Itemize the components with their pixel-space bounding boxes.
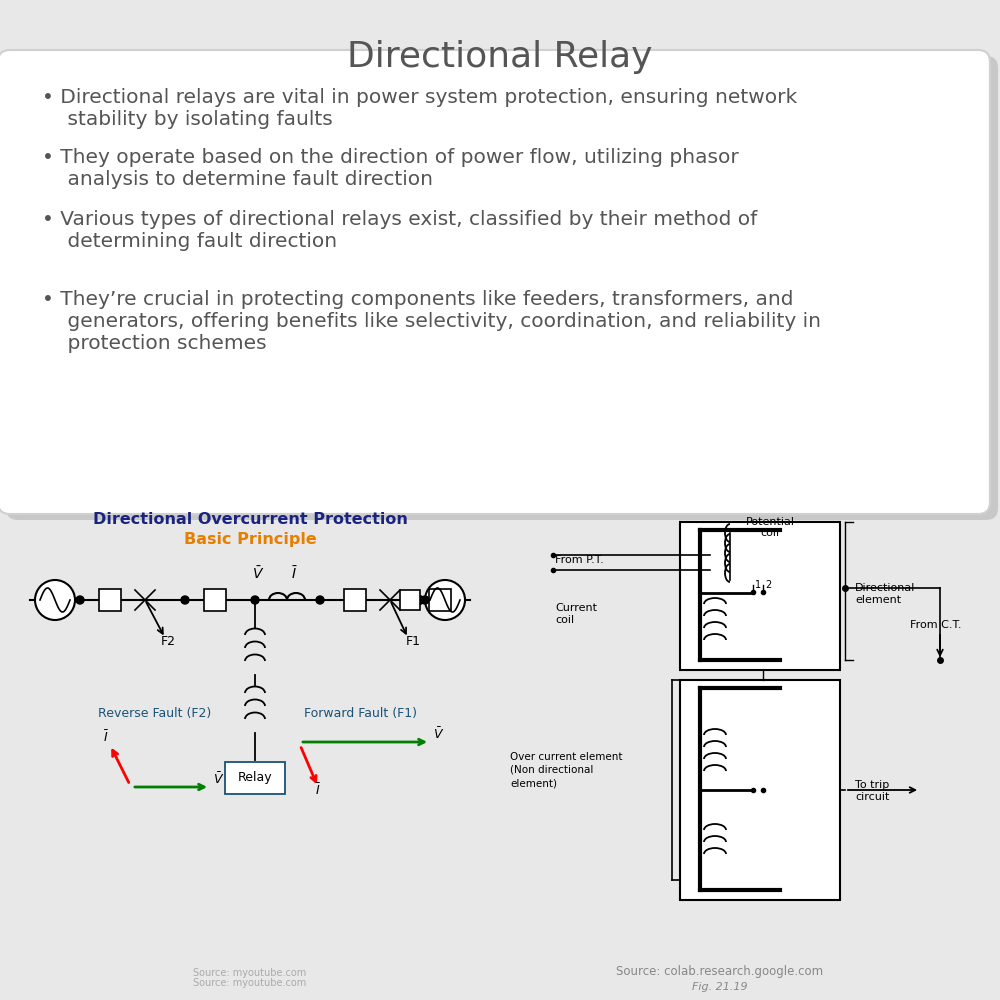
Bar xyxy=(99,589,121,611)
Circle shape xyxy=(416,596,424,604)
Bar xyxy=(400,590,420,610)
Text: $\bar{I}$: $\bar{I}$ xyxy=(103,729,110,745)
Text: coil: coil xyxy=(760,528,780,538)
FancyBboxPatch shape xyxy=(0,50,990,514)
Circle shape xyxy=(416,596,424,604)
Text: $\bar{V}$: $\bar{V}$ xyxy=(252,565,264,582)
Text: $\bar{V}$: $\bar{V}$ xyxy=(213,771,224,787)
Text: F2: F2 xyxy=(160,635,176,648)
Text: • Directional relays are vital in power system protection, ensuring network
    : • Directional relays are vital in power … xyxy=(42,88,797,129)
Text: From P.T.: From P.T. xyxy=(555,555,604,565)
Text: Forward Fault (F1): Forward Fault (F1) xyxy=(304,707,416,720)
Text: Source: colab.research.google.com: Source: colab.research.google.com xyxy=(616,965,824,978)
Text: Basic Principle: Basic Principle xyxy=(184,532,316,547)
Text: $\bar{I}$: $\bar{I}$ xyxy=(291,565,299,582)
Text: 2: 2 xyxy=(765,580,771,590)
Circle shape xyxy=(35,580,75,620)
Text: To trip: To trip xyxy=(855,780,889,790)
Circle shape xyxy=(76,596,84,604)
Text: Potential: Potential xyxy=(746,517,794,527)
Circle shape xyxy=(316,596,324,604)
Text: circuit: circuit xyxy=(855,792,889,802)
Circle shape xyxy=(181,596,189,604)
Text: Reverse Fault (F2): Reverse Fault (F2) xyxy=(98,707,212,720)
Bar xyxy=(429,589,451,611)
Circle shape xyxy=(425,580,465,620)
Text: Source: myoutube.com: Source: myoutube.com xyxy=(193,968,307,978)
Bar xyxy=(680,680,840,900)
Text: element: element xyxy=(855,595,901,605)
Text: 1: 1 xyxy=(755,580,761,590)
Bar xyxy=(204,589,226,611)
Text: Directional Overcurrent Protection: Directional Overcurrent Protection xyxy=(93,512,407,527)
Text: Relay: Relay xyxy=(238,772,272,784)
Text: • Various types of directional relays exist, classified by their method of
    d: • Various types of directional relays ex… xyxy=(42,210,757,251)
Text: F1: F1 xyxy=(406,635,420,648)
Text: Over current element
(Non directional
element): Over current element (Non directional el… xyxy=(510,752,622,788)
Text: Fig. 21.19: Fig. 21.19 xyxy=(692,982,748,992)
Circle shape xyxy=(251,596,259,604)
Text: • They operate based on the direction of power flow, utilizing phasor
    analys: • They operate based on the direction of… xyxy=(42,148,739,189)
Text: • They’re crucial in protecting components like feeders, transformers, and
    g: • They’re crucial in protecting componen… xyxy=(42,290,821,353)
Text: Source: myoutube.com: Source: myoutube.com xyxy=(193,978,307,988)
Text: coil: coil xyxy=(555,615,574,625)
Text: $\bar{I}$: $\bar{I}$ xyxy=(315,782,322,798)
Text: $\bar{V}$: $\bar{V}$ xyxy=(433,726,444,742)
Text: Current: Current xyxy=(555,603,597,613)
Text: Directional Relay: Directional Relay xyxy=(347,40,653,74)
Bar xyxy=(680,522,840,670)
Circle shape xyxy=(421,596,429,604)
FancyBboxPatch shape xyxy=(6,56,998,520)
Text: From C.T.: From C.T. xyxy=(910,620,962,630)
Bar xyxy=(344,589,366,611)
Text: Directional: Directional xyxy=(855,583,915,593)
Bar xyxy=(225,762,285,794)
